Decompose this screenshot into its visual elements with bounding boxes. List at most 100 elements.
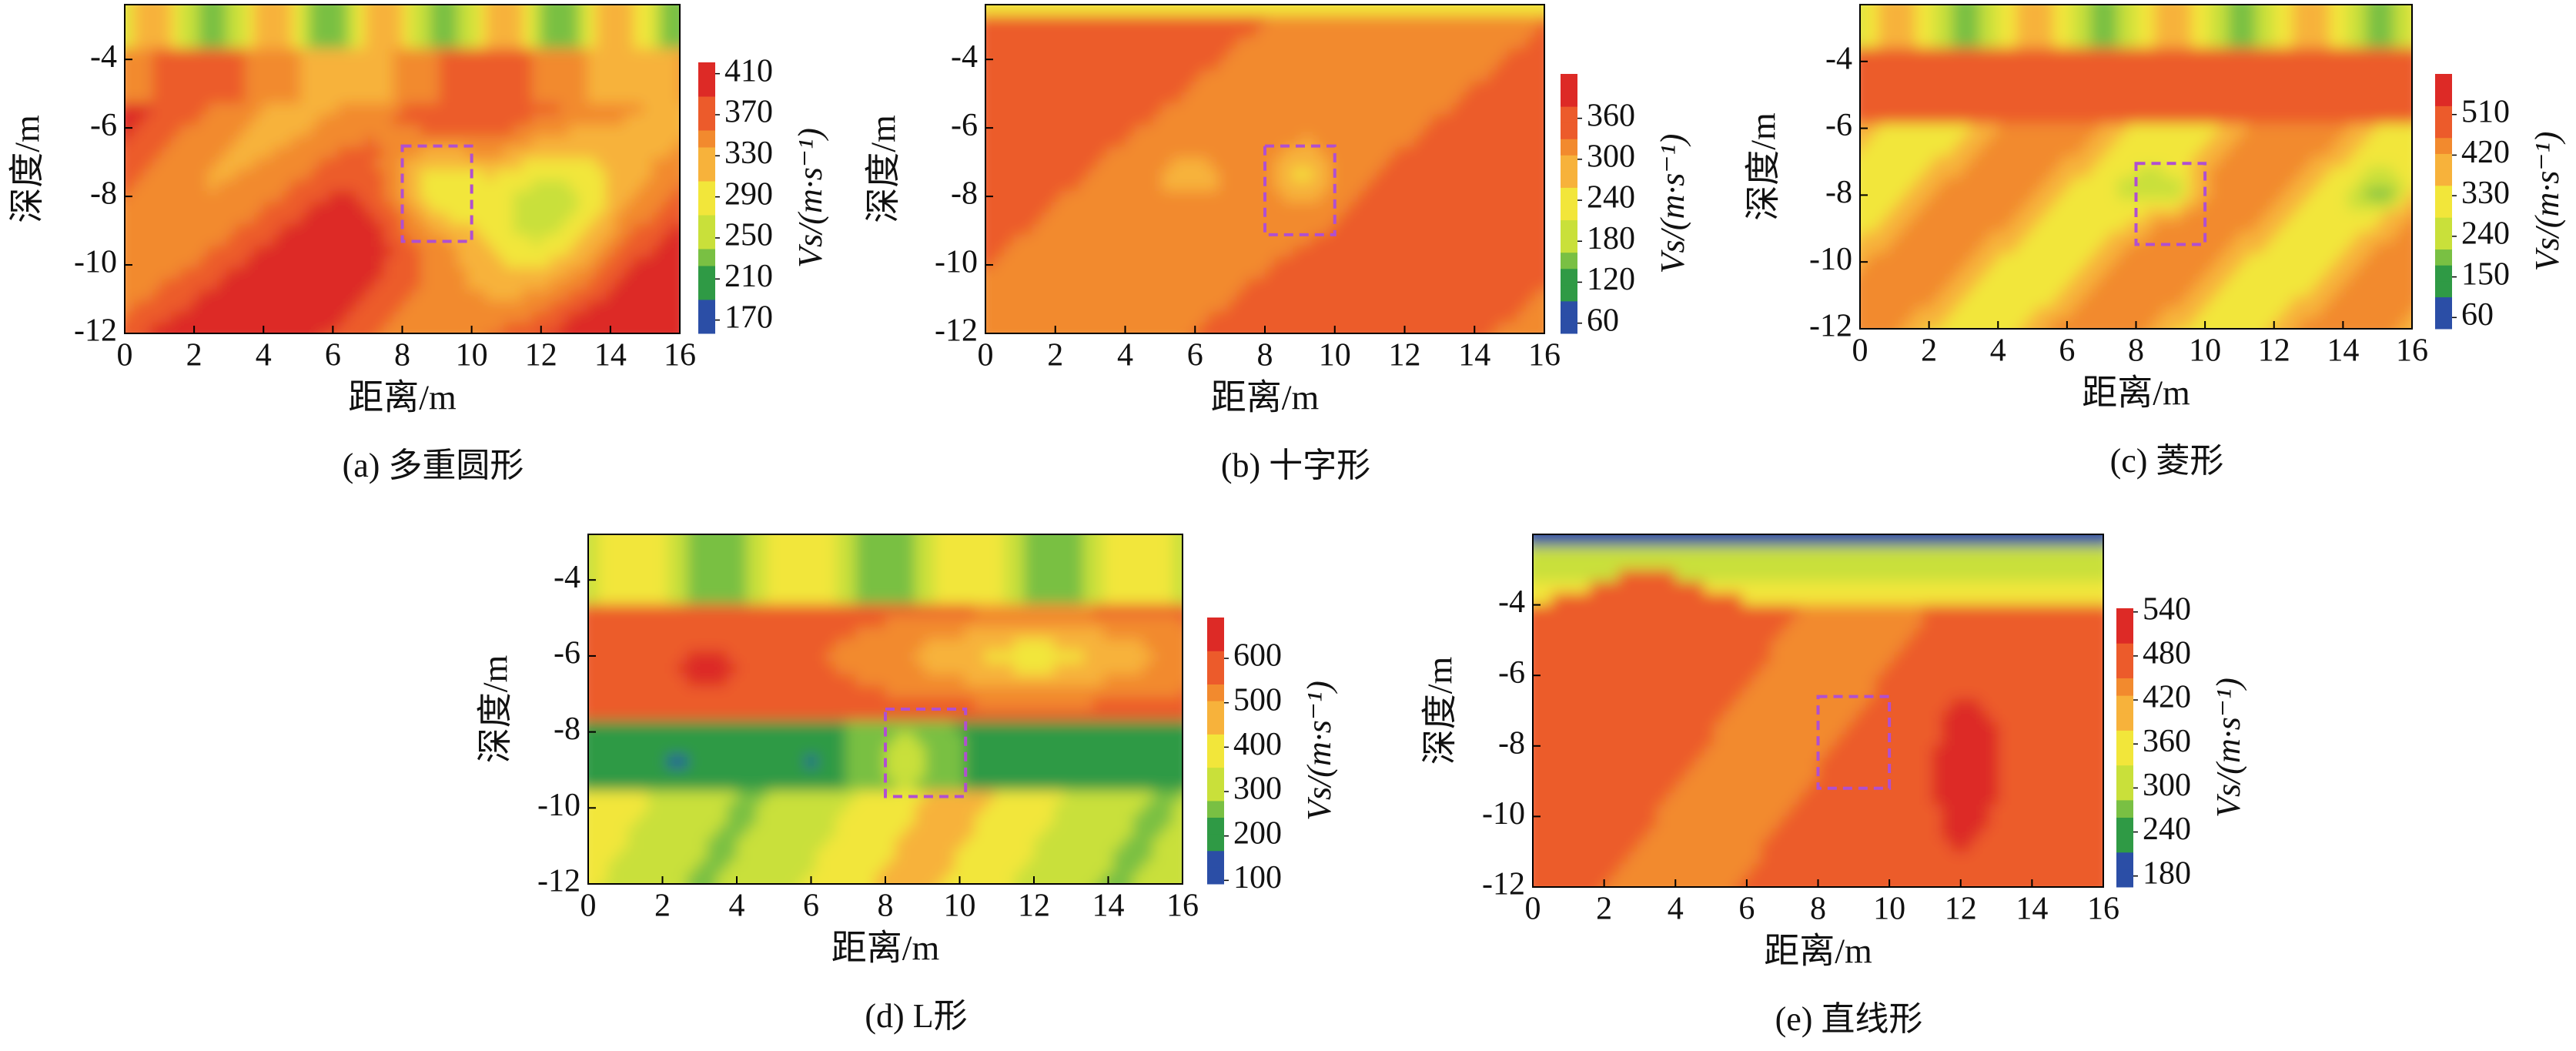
field-cell: [1905, 199, 1916, 211]
field-cell: [1348, 48, 1359, 61]
field-cell: [2089, 15, 2100, 28]
field-cell: [365, 125, 376, 137]
field-cell: [300, 147, 311, 159]
field-cell: [476, 48, 487, 61]
field-cell: [1348, 169, 1359, 181]
field-cell: [577, 5, 588, 17]
field-cell: [1190, 114, 1201, 126]
field-cell: [1516, 136, 1527, 149]
field-cell: [568, 81, 579, 93]
field-cell: [208, 81, 219, 93]
field-cell: [273, 246, 283, 258]
field-cell: [540, 26, 551, 38]
field-cell: [1143, 15, 1154, 28]
field-cell: [282, 114, 293, 126]
field-cell: [420, 103, 431, 115]
field-cell: [1525, 37, 1536, 49]
field-cell: [1441, 278, 1452, 291]
field-cell: [1460, 92, 1471, 105]
field-cell: [1069, 256, 1079, 269]
field-cell: [985, 81, 996, 93]
field-cell: [587, 267, 597, 279]
field-cell: [1377, 246, 1387, 258]
field-cell: [633, 234, 644, 247]
field-cell: [1961, 177, 1972, 189]
field-cell: [199, 136, 209, 149]
field-cell: [624, 179, 634, 192]
field-cell: [2026, 5, 2036, 17]
field-cell: [2035, 188, 2045, 200]
field-cell: [356, 202, 366, 214]
field-cell: [680, 180, 690, 192]
field-cell: [2035, 231, 2045, 243]
field-cell: [1227, 59, 1238, 72]
field-cell: [2052, 306, 2063, 319]
field-cell: [1386, 15, 1397, 28]
field-cell: [1022, 290, 1033, 302]
field-cell: [346, 147, 357, 159]
field-cell: [1190, 26, 1201, 38]
field-cell: [513, 103, 524, 115]
field-cell: [1004, 26, 1015, 38]
field-cell: [1896, 285, 1907, 297]
field-cell: [1293, 114, 1303, 126]
field-cell: [1079, 267, 1089, 279]
field-cell: [152, 125, 163, 137]
field-cell: [1032, 333, 1042, 345]
field-cell: [1404, 136, 1415, 149]
field-cell: [457, 290, 468, 302]
field-cell: [1227, 92, 1238, 105]
field-cell: [1470, 5, 1480, 17]
field-cell: [180, 213, 191, 225]
field-cell: [134, 147, 145, 159]
field-cell: [577, 267, 588, 279]
field-cell: [1172, 37, 1183, 49]
field-cell: [1497, 15, 1508, 28]
field-cell: [1497, 202, 1508, 214]
field-cell: [596, 158, 607, 170]
field-cell: [1497, 125, 1508, 137]
field-cell: [1887, 263, 1898, 276]
field-cell: [383, 5, 394, 17]
field-cell: [1377, 136, 1387, 149]
field-cell: [1998, 306, 2009, 319]
field-cell: [383, 59, 394, 72]
field-cell: [1106, 70, 1117, 82]
field-cell: [393, 70, 403, 82]
field-cell: [1451, 114, 1462, 126]
field-cell: [208, 256, 219, 269]
field-cell: [2071, 59, 2082, 71]
field-cell: [245, 290, 256, 302]
field-cell: [1942, 188, 1953, 200]
field-cell: [1265, 223, 1276, 236]
field-cell: [1125, 136, 1136, 149]
field-cell: [1190, 92, 1201, 105]
field-cell: [1199, 256, 1210, 269]
field-cell: [356, 213, 366, 225]
field-cell: [1199, 136, 1210, 149]
field-cell: [587, 300, 597, 313]
field-cell: [1013, 37, 1024, 49]
field-cell: [2007, 220, 2018, 233]
field-cell: [1079, 202, 1089, 214]
field-cell: [402, 256, 413, 269]
field-cell: [540, 114, 551, 126]
field-cell: [291, 37, 302, 49]
field-cell: [485, 169, 496, 181]
field-cell: [1274, 234, 1285, 247]
field-cell: [1348, 290, 1359, 302]
field-cell: [1022, 300, 1033, 313]
field-cell: [1868, 274, 1879, 286]
field-cell: [1004, 333, 1014, 345]
field-cell: [254, 92, 265, 105]
field-cell: [1441, 26, 1452, 38]
field-cell: [1970, 220, 1981, 233]
field-cell: [1942, 199, 1953, 211]
field-cell: [2016, 166, 2027, 179]
field-cell: [393, 190, 403, 203]
field-cell: [2026, 37, 2036, 49]
field-cell: [263, 256, 274, 269]
field-cell: [1432, 92, 1443, 105]
field-cell: [1961, 145, 1972, 157]
field-cell: [328, 223, 339, 236]
